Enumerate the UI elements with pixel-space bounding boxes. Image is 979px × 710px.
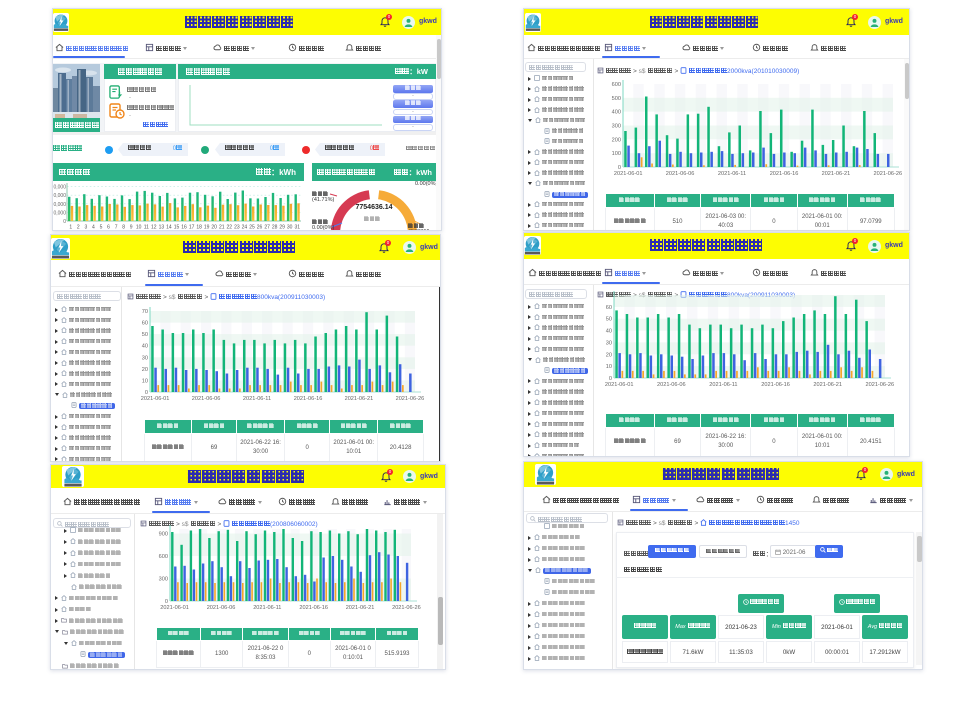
svg-text:60: 60 (142, 321, 148, 327)
svg-text:50: 50 (606, 317, 612, 323)
svg-text:11: 11 (144, 225, 149, 231)
svg-text:28: 28 (272, 225, 278, 231)
svg-text:16: 16 (181, 225, 187, 231)
svg-text:17: 17 (189, 225, 195, 231)
svg-text:0: 0 (165, 599, 168, 605)
svg-text:20: 20 (606, 352, 612, 358)
svg-text:2021-06-06: 2021-06-06 (192, 396, 221, 402)
svg-text:30: 30 (606, 340, 612, 346)
svg-text:900: 900 (159, 532, 168, 538)
svg-text:2021-06-11: 2021-06-11 (253, 605, 281, 611)
svg-text:10: 10 (606, 364, 612, 370)
svg-text:2021-06-01: 2021-06-01 (605, 382, 634, 388)
svg-text:2021-06-06: 2021-06-06 (657, 382, 686, 388)
svg-text:22: 22 (227, 225, 233, 231)
svg-text:200: 200 (612, 137, 621, 143)
svg-text:6: 6 (107, 225, 110, 231)
svg-text:2021-06-11: 2021-06-11 (718, 171, 746, 177)
svg-text:0: 0 (618, 165, 621, 171)
svg-text:2021-06-26: 2021-06-26 (873, 171, 902, 177)
svg-text:500: 500 (612, 96, 621, 102)
svg-text:2: 2 (77, 225, 80, 231)
svg-text:12: 12 (151, 225, 157, 231)
svg-text:14: 14 (166, 225, 172, 231)
svg-text:1: 1 (69, 225, 72, 231)
svg-text:2021-06-11: 2021-06-11 (709, 382, 737, 388)
svg-text:0: 0 (609, 376, 612, 382)
svg-text:24: 24 (242, 225, 248, 231)
svg-text:7: 7 (115, 225, 118, 231)
svg-text:7754636.14: 7754636.14 (356, 204, 393, 211)
svg-text:70: 70 (606, 293, 612, 299)
svg-text:21: 21 (219, 225, 225, 231)
svg-text:2021-06-01: 2021-06-01 (160, 605, 189, 611)
svg-text:18: 18 (196, 225, 202, 231)
svg-text:2021-06-06: 2021-06-06 (666, 171, 695, 177)
svg-text:13: 13 (159, 225, 165, 231)
svg-text:50: 50 (142, 332, 148, 338)
svg-text:3: 3 (85, 225, 88, 231)
svg-text:2021-06-26: 2021-06-26 (392, 605, 421, 611)
svg-text:2021-06-21: 2021-06-21 (813, 382, 842, 388)
svg-text:20: 20 (211, 225, 217, 231)
svg-text:9: 9 (130, 225, 133, 231)
svg-text:23: 23 (234, 225, 240, 231)
svg-text:5: 5 (100, 225, 103, 231)
svg-text:40: 40 (142, 344, 148, 350)
svg-text:70: 70 (142, 309, 148, 315)
svg-text:60: 60 (606, 305, 612, 311)
svg-text:400: 400 (612, 110, 621, 116)
svg-text:0,000: 0,000 (53, 210, 66, 216)
svg-text:2021-06-16: 2021-06-16 (770, 171, 799, 177)
svg-text:2021-06-21: 2021-06-21 (822, 171, 851, 177)
svg-text:26: 26 (257, 225, 263, 231)
svg-text:40: 40 (606, 329, 612, 335)
svg-text:0,000: 0,000 (53, 193, 66, 199)
svg-text:2021-06-26: 2021-06-26 (396, 396, 425, 402)
svg-text:300: 300 (159, 577, 168, 583)
svg-text:2021-06-16: 2021-06-16 (294, 396, 323, 402)
svg-text:2021-06-21: 2021-06-21 (346, 605, 375, 611)
svg-text:2021-06-01: 2021-06-01 (614, 171, 643, 177)
svg-text:10: 10 (136, 225, 142, 231)
svg-text:27: 27 (264, 225, 270, 231)
svg-text:2021-06-01: 2021-06-01 (141, 396, 170, 402)
svg-text:600: 600 (612, 82, 621, 88)
svg-text:600: 600 (159, 554, 168, 560)
svg-text:29: 29 (279, 225, 285, 231)
svg-text:2021-06-26: 2021-06-26 (865, 382, 894, 388)
svg-text:31: 31 (295, 225, 301, 231)
svg-text:19: 19 (204, 225, 210, 231)
svg-text:15: 15 (174, 225, 180, 231)
svg-text:30: 30 (142, 355, 148, 361)
svg-text:2021-06-21: 2021-06-21 (345, 396, 374, 402)
svg-text:2021-06-06: 2021-06-06 (207, 605, 236, 611)
svg-text:300: 300 (612, 124, 621, 130)
svg-text:25: 25 (249, 225, 255, 231)
svg-text:0,000: 0,000 (53, 202, 66, 208)
svg-text:4: 4 (92, 225, 95, 231)
svg-text:2021-06-16: 2021-06-16 (299, 605, 328, 611)
svg-text:30: 30 (287, 225, 293, 231)
svg-text:20: 20 (142, 367, 148, 373)
svg-text:10: 10 (142, 378, 148, 384)
svg-text:0,000: 0,000 (53, 185, 66, 191)
svg-text:2021-06-11: 2021-06-11 (243, 396, 271, 402)
svg-text:8: 8 (122, 225, 125, 231)
svg-text:0: 0 (63, 219, 66, 225)
svg-text:100: 100 (612, 151, 621, 157)
svg-text:0: 0 (145, 390, 148, 396)
svg-text:2021-06-16: 2021-06-16 (761, 382, 790, 388)
